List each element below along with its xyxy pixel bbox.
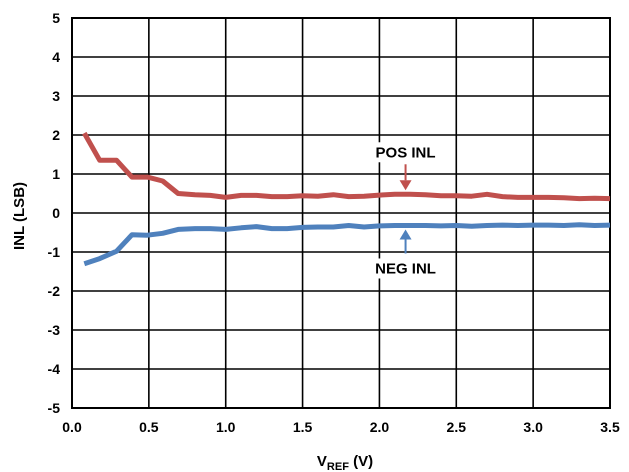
x-axis-label-unit: (V) [349,453,373,470]
neg-inl-label-bg [370,258,442,279]
annotations: POS INL NEG INL [370,142,442,279]
neg-inl-arrow-head [399,229,412,240]
y-tick-label: -2 [48,283,61,299]
x-axis-label-subscript: REF [327,461,349,472]
y-tick-label: -5 [48,400,61,416]
x-tick-label: 1.0 [216,419,236,435]
y-tick-label: 5 [52,10,60,26]
x-tick-label: 3.0 [523,419,543,435]
y-tick-labels: 5 4 3 2 1 0 -1 -2 -3 -4 -5 [48,10,61,416]
x-tick-label: 0.0 [62,419,82,435]
x-tick-label: 1.5 [293,419,313,435]
x-axis-label: VREF (V) [317,453,373,472]
neg-inl-line [83,222,611,267]
y-tick-label: 0 [52,205,60,221]
y-tick-label: 4 [52,49,60,65]
grid-lines [71,17,611,409]
y-axis-label: INL (LSB) [11,182,28,250]
y-tick-label: 3 [52,88,60,104]
y-tick-label: 1 [52,166,60,182]
x-tick-label: 2.0 [370,419,390,435]
x-tick-labels: 0.0 0.5 1.0 1.5 2.0 2.5 3.0 3.5 [62,419,620,435]
series-group [82,131,611,267]
y-tick-label: -4 [48,361,61,377]
x-tick-label: 0.5 [139,419,159,435]
pos-inl-label-bg [370,142,442,163]
neg-inl-label: NEG INL [375,260,436,277]
y-tick-label: -3 [48,322,61,338]
x-tick-label: 3.5 [600,419,620,435]
x-axis-label-main: V [317,453,327,470]
x-tick-label: 2.5 [447,419,467,435]
pos-inl-arrow-head [399,180,412,191]
plot-frame [71,17,611,409]
y-tick-label: -1 [48,244,61,260]
pos-inl-label: POS INL [376,144,436,161]
pos-inl-line [82,131,611,202]
y-tick-label: 2 [52,127,60,143]
